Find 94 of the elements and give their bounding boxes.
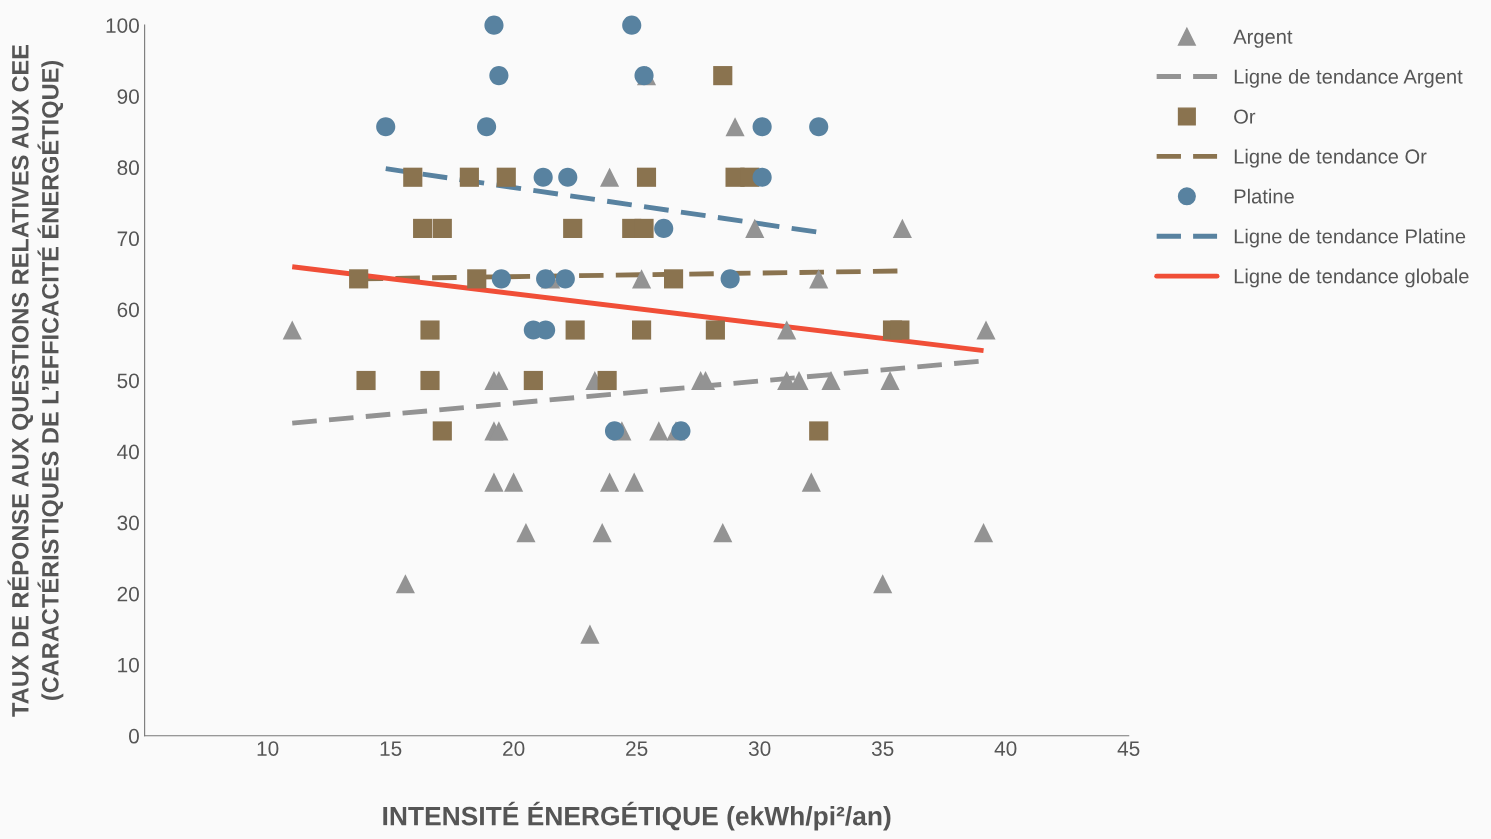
point — [533, 167, 553, 187]
y-tick-label: 70 — [117, 231, 139, 247]
point — [484, 15, 504, 35]
point — [725, 117, 745, 137]
point — [565, 320, 585, 340]
point — [654, 218, 674, 238]
point — [536, 269, 556, 289]
x-tick-label: 30 — [748, 741, 771, 756]
point — [752, 117, 772, 137]
point — [491, 269, 511, 289]
point — [622, 15, 642, 35]
point — [880, 370, 900, 391]
point — [671, 421, 691, 441]
point — [349, 269, 369, 289]
point — [720, 269, 740, 289]
point — [873, 574, 893, 594]
point — [282, 320, 302, 340]
point — [395, 574, 415, 594]
y-tick-label: 60 — [117, 302, 139, 318]
point — [632, 320, 652, 340]
point — [432, 421, 452, 441]
x-tick-label: 35 — [871, 741, 894, 756]
point — [801, 472, 821, 492]
point — [624, 472, 644, 492]
point — [477, 117, 497, 137]
y-tick-label: 0 — [128, 728, 139, 744]
point — [489, 421, 509, 441]
point — [484, 472, 504, 492]
x-tick-label: 45 — [1117, 741, 1140, 756]
legend-label: Argent — [1233, 29, 1293, 48]
point — [777, 320, 797, 340]
point — [745, 218, 765, 238]
point — [516, 522, 536, 543]
point — [892, 218, 912, 238]
point — [600, 472, 620, 492]
point — [496, 167, 516, 187]
point — [432, 218, 452, 238]
point — [821, 370, 841, 391]
point — [580, 624, 600, 644]
x-axis-title: INTENSITÉ ÉNERGÉTIQUE (ekWh/pi²/an) — [383, 801, 891, 831]
point — [809, 117, 829, 137]
legend-label: Platine — [1234, 188, 1294, 204]
y-tick-label: 100 — [106, 18, 139, 33]
point — [600, 167, 620, 187]
legend-label: Ligne de tendance Argent — [1234, 69, 1463, 88]
y-tick-label: 20 — [117, 586, 139, 602]
point — [634, 218, 654, 238]
legend-label: Ligne de tendance Platine — [1234, 228, 1466, 248]
point — [504, 472, 524, 492]
x-tick-label: 10 — [257, 741, 279, 756]
y-tick-label: 50 — [117, 373, 139, 389]
point — [536, 320, 556, 340]
point — [809, 421, 829, 441]
point — [597, 370, 617, 391]
point — [555, 269, 575, 289]
point — [713, 66, 733, 86]
point — [632, 269, 652, 289]
point — [420, 370, 440, 391]
y-tick-label: 10 — [118, 657, 139, 673]
point — [809, 269, 829, 289]
legend-label: Ligne de tendance globale — [1234, 268, 1469, 288]
point — [558, 167, 578, 187]
point — [713, 522, 733, 543]
point — [592, 522, 612, 543]
y-tick-label: 80 — [117, 160, 139, 176]
point — [403, 167, 423, 187]
point — [459, 167, 479, 187]
legend-label: Ligne de tendance Or — [1234, 148, 1427, 168]
point — [523, 370, 543, 391]
point — [467, 269, 487, 289]
point — [636, 167, 657, 187]
point — [663, 269, 684, 289]
point — [413, 218, 433, 238]
point — [376, 117, 396, 137]
point — [976, 320, 996, 340]
point — [890, 320, 910, 340]
point — [420, 320, 440, 340]
x-tick-label: 25 — [626, 741, 648, 756]
point — [563, 218, 583, 238]
point — [649, 421, 669, 441]
y-axis-title: TAUX DE RÉPONSE AUX QUESTIONS RELATIVES AUX CEE (CARACTÉRISTIQUES DE L’EFFICACITÉ ÉNERGÉTIQUE) — [7, 44, 64, 717]
y-tick-label: 40 — [117, 444, 139, 460]
point — [356, 370, 376, 391]
point — [752, 167, 772, 187]
x-tick-label: 15 — [380, 741, 402, 756]
point — [973, 522, 994, 543]
y-tick-label: 30 — [117, 515, 139, 531]
y-tick-label: 90 — [117, 89, 139, 104]
point — [705, 320, 725, 340]
x-tick-label: 40 — [994, 741, 1017, 756]
x-tick-label: 20 — [503, 741, 525, 756]
point — [604, 421, 625, 441]
point — [489, 66, 509, 86]
legend-label: Or — [1234, 109, 1256, 124]
